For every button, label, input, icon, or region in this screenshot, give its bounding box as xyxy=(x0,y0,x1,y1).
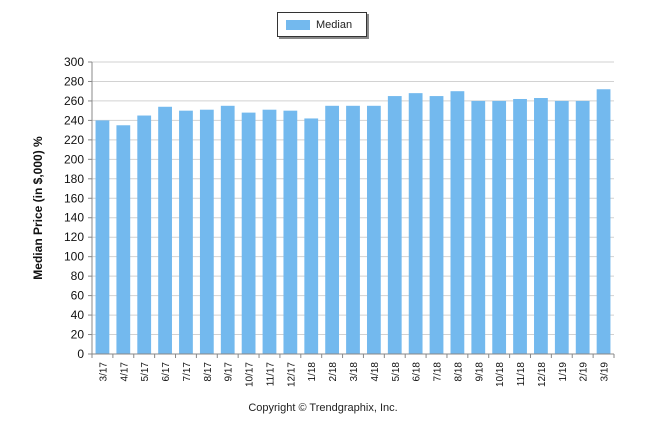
bar-series-median xyxy=(95,89,611,355)
bar-11-17 xyxy=(262,109,277,355)
bar-9-17 xyxy=(220,105,235,354)
bar-3-17 xyxy=(95,120,110,355)
axes xyxy=(91,62,614,355)
bar-1-18 xyxy=(304,118,319,354)
bar-7-18 xyxy=(429,96,444,355)
y-tick-label: 100 xyxy=(64,250,84,264)
bar-4-17 xyxy=(116,125,131,355)
bar-10-17 xyxy=(241,112,256,354)
legend: Median xyxy=(277,12,367,37)
bar-9-18 xyxy=(471,100,486,354)
y-tick-label: 40 xyxy=(71,308,85,322)
x-tick-label: 3/19 xyxy=(600,362,611,382)
x-tick-label: 12/17 xyxy=(286,362,297,387)
x-tick-label: 2/19 xyxy=(579,362,590,382)
x-tick-label: 11/17 xyxy=(265,362,276,387)
bar-5-17 xyxy=(137,115,152,355)
bar-12-18 xyxy=(534,98,548,354)
y-tick-label: 240 xyxy=(64,113,84,127)
bar-12-17 xyxy=(283,110,298,355)
x-axis-tick-labels: 3/17 4/17 5/17 6/17 7/17 8/17 9/17 10/17 11/17 12… xyxy=(91,354,615,387)
y-tick-label: 300 xyxy=(64,55,84,69)
x-tick-label: 10/17 xyxy=(245,362,256,387)
bar-8-17 xyxy=(199,109,214,355)
x-tick-label: 7/18 xyxy=(433,362,444,382)
x-tick-label: 6/17 xyxy=(161,362,172,382)
x-tick-label: 8/18 xyxy=(453,362,464,382)
bar-2-19 xyxy=(575,100,590,354)
bar-10-18 xyxy=(492,100,507,354)
y-tick-label: 260 xyxy=(64,94,84,108)
y-tick-label: 80 xyxy=(71,269,85,283)
x-tick-label: 1/19 xyxy=(558,362,569,382)
y-tick-label: 120 xyxy=(64,230,84,244)
bar-6-17 xyxy=(158,106,172,354)
x-tick-label: 12/18 xyxy=(537,362,548,387)
x-tick-label: 6/18 xyxy=(412,362,423,382)
y-tick-label: 180 xyxy=(64,172,84,186)
bar-1-19 xyxy=(554,100,569,354)
legend-swatch-median xyxy=(286,19,310,30)
x-tick-label: 9/18 xyxy=(474,362,485,382)
x-tick-label: 3/17 xyxy=(98,362,109,382)
y-tick-label: 220 xyxy=(64,133,84,147)
y-axis-label: Median Price (in $,000) % xyxy=(31,136,45,280)
x-tick-label: 3/18 xyxy=(349,362,360,382)
y-tick-label: 0 xyxy=(77,347,84,361)
bar-3-19 xyxy=(596,89,611,355)
x-tick-label: 10/18 xyxy=(495,362,506,387)
y-axis-tick-labels: 0 20 40 60 80 100 120 140 160 180 200 220 240 260 280 3… xyxy=(64,55,92,361)
x-tick-label: 2/18 xyxy=(328,362,339,382)
y-tick-label: 60 xyxy=(71,289,85,303)
x-tick-label: 1/18 xyxy=(307,362,318,382)
x-tick-label: 9/17 xyxy=(224,362,235,382)
x-tick-label: 7/17 xyxy=(182,362,193,382)
y-tick-label: 140 xyxy=(64,211,84,225)
x-tick-label: 5/18 xyxy=(391,362,402,382)
bar-2-18 xyxy=(325,105,340,354)
x-tick-label: 4/18 xyxy=(370,362,381,382)
y-tick-label: 160 xyxy=(64,191,84,205)
y-tick-label: 280 xyxy=(64,74,84,88)
x-tick-label: 8/17 xyxy=(203,362,214,382)
copyright-footer: Copyright © Trendgraphix, Inc. xyxy=(248,402,398,414)
x-tick-label: 4/17 xyxy=(119,362,130,382)
bar-6-18 xyxy=(408,93,423,354)
bar-4-18 xyxy=(366,105,381,354)
legend-label-median: Median xyxy=(316,18,353,31)
bar-11-18 xyxy=(513,98,527,354)
x-tick-label: 5/17 xyxy=(140,362,151,382)
y-tick-label: 200 xyxy=(64,152,84,166)
bar-5-18 xyxy=(387,96,402,355)
x-tick-label: 11/18 xyxy=(516,362,527,387)
bar-7-17 xyxy=(179,110,193,355)
bar-3-18 xyxy=(346,105,360,354)
bar-8-18 xyxy=(450,91,465,354)
y-tick-label: 20 xyxy=(71,328,85,342)
